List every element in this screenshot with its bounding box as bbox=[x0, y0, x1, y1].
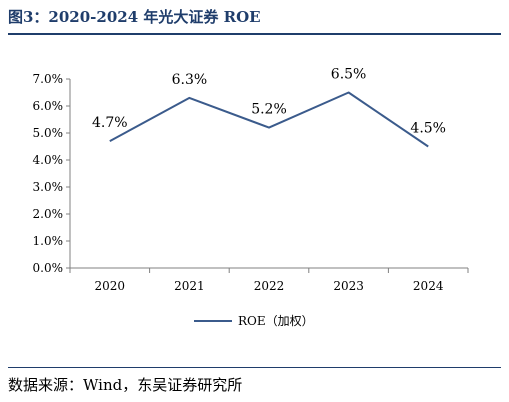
top-rule bbox=[8, 33, 501, 35]
legend-label: ROE（加权） bbox=[238, 314, 314, 328]
x-tick-label: 2020 bbox=[95, 279, 126, 293]
data-label: 4.5% bbox=[410, 121, 446, 137]
y-tick-label: 0.0% bbox=[33, 261, 64, 275]
x-axis: 2020 2021 2022 2023 2024 bbox=[69, 267, 469, 293]
data-label: 6.3% bbox=[172, 72, 208, 88]
source-note: 数据来源：Wind，东吴证券研究所 bbox=[8, 376, 243, 394]
data-label: 4.7% bbox=[92, 115, 128, 131]
legend: ROE（加权） bbox=[194, 314, 314, 328]
series-layer bbox=[109, 91, 429, 148]
figure-title: 图3：2020-2024 年光大证券 ROE bbox=[8, 8, 261, 26]
y-tick-label: 2.0% bbox=[33, 207, 64, 221]
y-tick-label: 4.0% bbox=[33, 153, 64, 167]
y-tick-label: 1.0% bbox=[33, 234, 64, 248]
data-label: 5.2% bbox=[251, 102, 287, 118]
x-tick-label: 2021 bbox=[174, 279, 205, 293]
x-tick-label: 2024 bbox=[413, 279, 444, 293]
line-chart: 0.0%1.0%2.0%3.0%4.0%5.0%6.0%7.0% 2020 202… bbox=[33, 67, 469, 328]
y-tick-label: 3.0% bbox=[33, 180, 64, 194]
x-tick-label: 2022 bbox=[254, 279, 285, 293]
y-tick-label: 5.0% bbox=[33, 126, 64, 140]
data-label: 6.5% bbox=[331, 67, 367, 83]
x-tick-label: 2023 bbox=[333, 279, 364, 293]
data-labels: 4.7% 6.3% 5.2% 6.5% 4.5% bbox=[92, 67, 446, 137]
series-line-roe bbox=[109, 91, 429, 148]
y-tick-label: 7.0% bbox=[33, 72, 64, 86]
bottom-rule bbox=[8, 367, 501, 368]
y-axis: 0.0% 1.0% 2.0% 3.0% 4.0% 5.0% 6.0% 7.0% bbox=[33, 72, 71, 275]
y-tick-label: 6.0% bbox=[33, 99, 64, 113]
